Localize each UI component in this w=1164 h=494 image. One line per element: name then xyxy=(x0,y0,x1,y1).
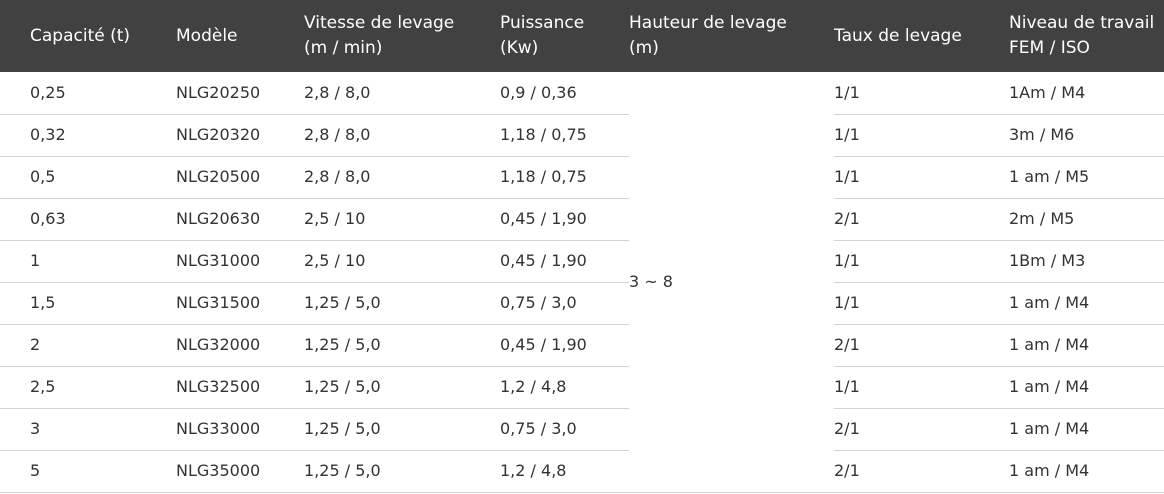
cell-niveau: 1 am / M4 xyxy=(1009,450,1164,493)
table-row: 2 NLG32000 1,25 / 5,0 0,45 / 1,90 2/1 1 am / … xyxy=(0,324,1164,367)
cell-modele: NLG32500 xyxy=(176,366,304,409)
header-hauteur: Hauteur de levage (m) xyxy=(629,13,787,58)
cell-modele: NLG32000 xyxy=(176,324,304,367)
cell-vitesse: 2,5 / 10 xyxy=(304,240,500,283)
cell-niveau: 1Am / M4 xyxy=(1009,72,1164,115)
cell-taux: 1/1 xyxy=(834,72,1009,115)
cell-taux: 1/1 xyxy=(834,366,1009,409)
cell-taux: 2/1 xyxy=(834,450,1009,493)
cell-niveau: 2m / M5 xyxy=(1009,198,1164,241)
cell-modele: NLG33000 xyxy=(176,408,304,451)
cell-puissance: 0,45 / 1,90 xyxy=(500,324,629,367)
cell-niveau: 1 am / M4 xyxy=(1009,408,1164,451)
cell-niveau: 1 am / M4 xyxy=(1009,324,1164,367)
cell-taux: 1/1 xyxy=(834,282,1009,325)
cell-vitesse: 1,25 / 5,0 xyxy=(304,282,500,325)
table-row: 2,5 NLG32500 1,25 / 5,0 1,2 / 4,8 1/1 1 am / … xyxy=(0,366,1164,409)
cell-capacite: 1,5 xyxy=(0,282,176,325)
header-modele: Modèle xyxy=(176,25,238,46)
cell-puissance: 1,2 / 4,8 xyxy=(500,366,629,409)
header-vitesse: Vitesse de levage (m / min) xyxy=(304,13,455,58)
cell-capacite: 0,32 xyxy=(0,114,176,157)
cell-vitesse: 1,25 / 5,0 xyxy=(304,366,500,409)
table-row: 3 NLG33000 1,25 / 5,0 0,75 / 3,0 2/1 1 am / M… xyxy=(0,408,1164,451)
cell-vitesse: 2,8 / 8,0 xyxy=(304,72,500,115)
cell-vitesse: 2,8 / 8,0 xyxy=(304,114,500,157)
cell-capacite: 3 xyxy=(0,408,176,451)
cell-vitesse: 1,25 / 5,0 xyxy=(304,324,500,367)
cell-niveau: 1Bm / M3 xyxy=(1009,240,1164,283)
cell-modele: NLG20250 xyxy=(176,72,304,115)
table-row: 0,5 NLG20500 2,8 / 8,0 1,18 / 0,75 1/1 1 am /… xyxy=(0,156,1164,199)
cell-niveau: 1 am / M4 xyxy=(1009,366,1164,409)
cell-capacite: 0,25 xyxy=(0,72,176,115)
cell-vitesse: 2,8 / 8,0 xyxy=(304,156,500,199)
table-row: 5 NLG35000 1,25 / 5,0 1,2 / 4,8 2/1 1 am / M4 xyxy=(0,450,1164,493)
cell-vitesse: 1,25 / 5,0 xyxy=(304,450,500,493)
cell-capacite: 2 xyxy=(0,324,176,367)
table-header: Capacité (t) Modèle Vitesse de levage (m… xyxy=(0,0,1164,72)
cell-taux: 2/1 xyxy=(834,408,1009,451)
cell-taux: 1/1 xyxy=(834,240,1009,283)
cell-puissance: 0,9 / 0,36 xyxy=(500,72,629,115)
table-row: 0,63 NLG20630 2,5 / 10 0,45 / 1,90 2/1 2m / M… xyxy=(0,198,1164,241)
cell-taux: 2/1 xyxy=(834,324,1009,367)
cell-capacite: 0,5 xyxy=(0,156,176,199)
cell-puissance: 0,75 / 3,0 xyxy=(500,408,629,451)
cell-modele: NLG35000 xyxy=(176,450,304,493)
cell-modele: NLG31000 xyxy=(176,240,304,283)
header-puissance: Puissance (Kw) xyxy=(500,13,585,58)
header-taux: Taux de levage xyxy=(834,25,962,46)
cell-puissance: 1,18 / 0,75 xyxy=(500,114,629,157)
cell-puissance: 0,45 / 1,90 xyxy=(500,198,629,241)
header-row: Capacité (t) Modèle Vitesse de levage (m… xyxy=(0,0,1164,72)
cell-vitesse: 2,5 / 10 xyxy=(304,198,500,241)
table-row: 0,32 NLG20320 2,8 / 8,0 1,18 / 0,75 1/1 3m / … xyxy=(0,114,1164,157)
cell-modele: NLG31500 xyxy=(176,282,304,325)
cell-hauteur-merged: 3 ~ 8 xyxy=(629,72,834,493)
table-row: 1 NLG31000 2,5 / 10 0,45 / 1,90 1/1 1Bm / M3 xyxy=(0,240,1164,283)
table-row: 0,25 NLG20250 2,8 / 8,0 0,9 / 0,36 3 ~ 8 1/1 1… xyxy=(0,72,1164,493)
table-row: 1,5 NLG31500 1,25 / 5,0 0,75 / 3,0 1/1 1 am /… xyxy=(0,282,1164,325)
cell-puissance: 1,2 / 4,8 xyxy=(500,450,629,493)
cell-taux: 2/1 xyxy=(834,198,1009,241)
header-niveau: Niveau de travail FEM / ISO xyxy=(1009,13,1155,58)
cell-niveau: 1 am / M4 xyxy=(1009,282,1164,325)
cell-modele: NLG20500 xyxy=(176,156,304,199)
cell-puissance: 0,75 / 3,0 xyxy=(500,282,629,325)
cell-vitesse: 1,25 / 5,0 xyxy=(304,408,500,451)
cell-capacite: 1 xyxy=(0,240,176,283)
cell-capacite: 5 xyxy=(0,450,176,493)
header-capacite: Capacité (t) xyxy=(30,25,131,46)
table-body: 0,25 NLG20250 2,8 / 8,0 0,9 / 0,36 3 ~ 8 1/1 1… xyxy=(0,72,1164,493)
cell-niveau: 3m / M6 xyxy=(1009,114,1164,157)
cell-modele: NLG20320 xyxy=(176,114,304,157)
cell-taux: 1/1 xyxy=(834,156,1009,199)
cell-niveau: 1 am / M5 xyxy=(1009,156,1164,199)
cell-capacite: 2,5 xyxy=(0,366,176,409)
cell-modele: NLG20630 xyxy=(176,198,304,241)
cell-taux: 1/1 xyxy=(834,114,1009,157)
cell-puissance: 0,45 / 1,90 xyxy=(500,240,629,283)
cell-capacite: 0,63 xyxy=(0,198,176,241)
cell-puissance: 1,18 / 0,75 xyxy=(500,156,629,199)
